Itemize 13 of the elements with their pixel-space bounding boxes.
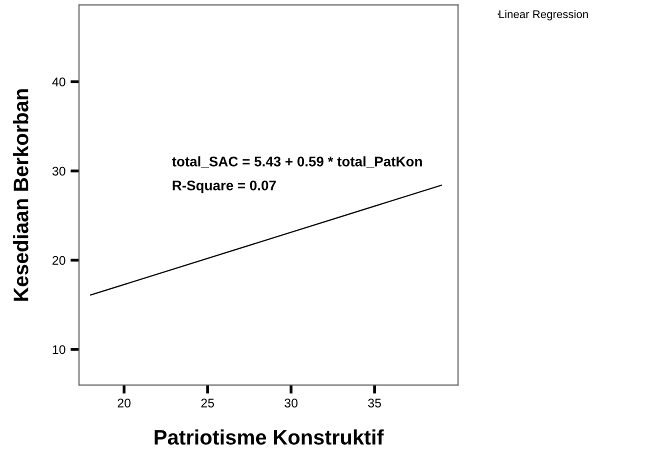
y-tick-label: 40 — [52, 78, 66, 86]
y-tick-label: 10 — [52, 345, 66, 354]
x-tick-label: 35 — [368, 398, 381, 408]
x-tick-label: 30 — [284, 398, 298, 408]
x-tick-label: 20 — [118, 398, 131, 408]
x-axis-title: Patriotisme Konstruktif — [154, 429, 384, 445]
annotation: R-Square = 0.07 — [172, 180, 276, 194]
x-tick-label: 25 — [201, 398, 214, 408]
legend-label: Linear Regression — [499, 10, 588, 20]
annotation: total_SAC = 5.43 + 0.59 * total_PatKon — [172, 156, 422, 168]
y-tick-label: 20 — [52, 256, 66, 265]
y-axis-title: Kesediaan Berkorban — [13, 89, 28, 301]
y-tick-label: 30 — [52, 166, 66, 176]
